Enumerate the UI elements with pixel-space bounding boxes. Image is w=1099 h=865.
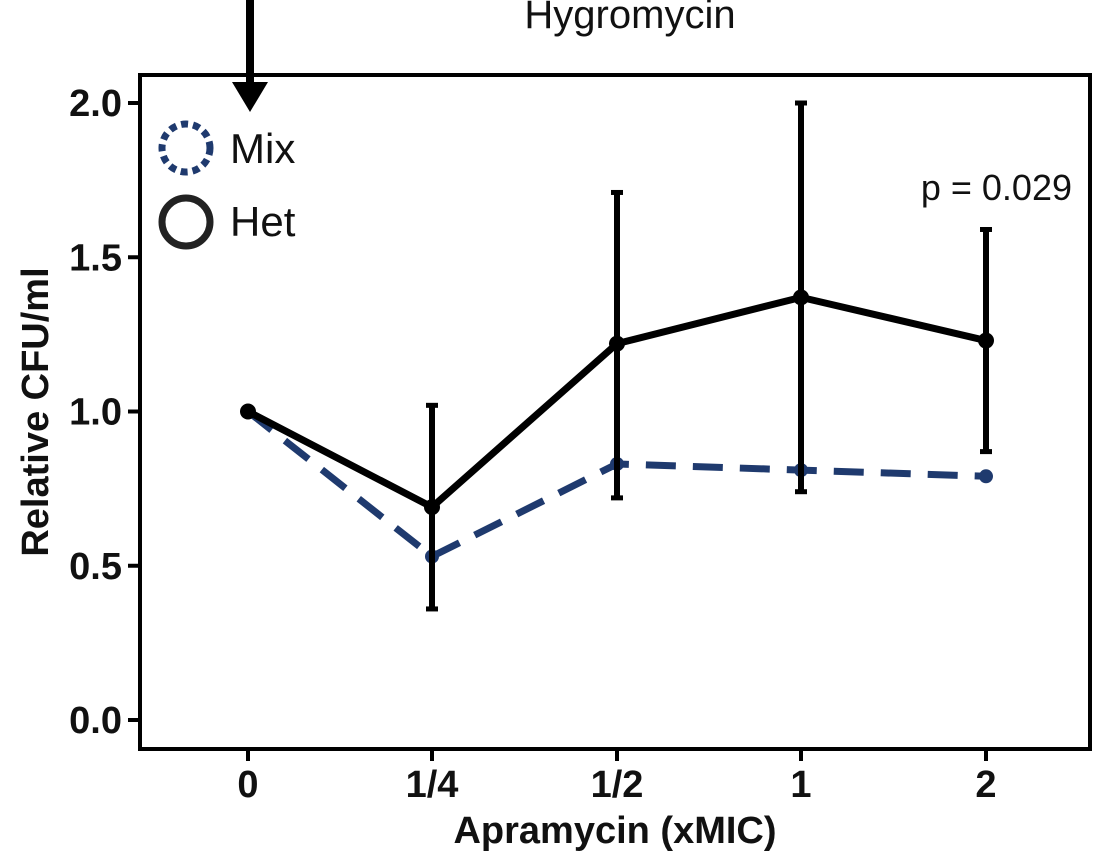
series-het-point [609,335,625,352]
y-axis-title: Relative CFU/ml [15,267,57,556]
legend-het-marker [158,194,214,250]
legend: Mix Het [158,120,296,250]
series-het-point [424,499,440,516]
x-tick-label: 2 [975,764,996,806]
p-value-annotation: p = 0.029 [921,167,1072,208]
y-tick-label: 0.5 [69,546,122,588]
y-tick-label: 1.0 [69,392,122,434]
series-mix-point [979,469,993,484]
series-het-point [240,403,256,420]
y-tick-label: 1.5 [69,237,122,279]
x-tick-label: 0 [237,764,258,806]
down-arrow-icon [232,0,268,112]
series-het-point [793,289,809,306]
series-het-point [978,332,994,349]
x-axis: 0 1/4 1/2 1 2 [237,749,997,806]
y-axis: 0.0 0.5 1.0 1.5 2.0 [69,83,140,742]
x-tick-label: 1/4 [406,764,459,806]
x-axis-title: Apramycin (xMIC) [453,810,776,852]
x-tick-label: 1 [790,764,811,806]
legend-mix-marker [158,120,214,176]
x-tick-label: 1/2 [591,764,644,806]
y-tick-label: 0.0 [69,700,122,742]
series-layer [240,100,994,612]
chart-title: Hygromycin [524,0,735,37]
y-tick-label: 2.0 [69,83,122,125]
legend-mix-label: Mix [230,125,295,172]
legend-het-label: Het [230,198,296,245]
